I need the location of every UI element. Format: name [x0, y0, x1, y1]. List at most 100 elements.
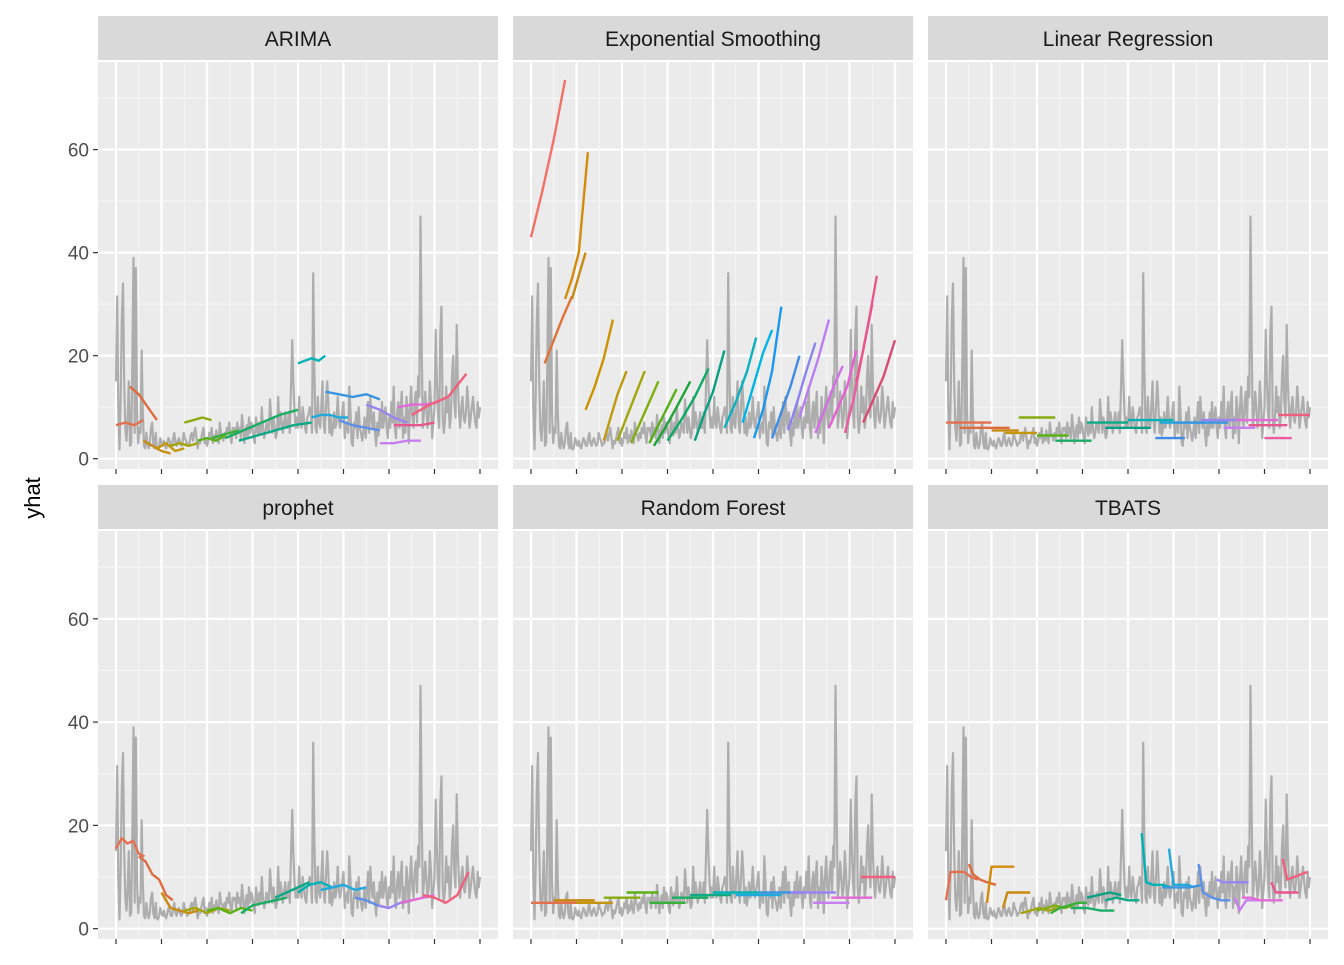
forecast-series-line	[393, 421, 435, 427]
series-group	[529, 684, 897, 921]
forecast-series-line	[320, 883, 367, 892]
forecast-series-line	[741, 329, 774, 423]
actual-series-line	[944, 684, 1312, 921]
forecast-series-line	[1001, 891, 1031, 909]
facet-strip	[98, 16, 498, 60]
facet-strip	[513, 485, 913, 529]
forecast-series-line	[693, 350, 726, 442]
forecast-series-line	[602, 370, 628, 442]
forecast-series-line	[224, 408, 299, 440]
actual-series-line	[529, 684, 897, 921]
actual-series-line	[114, 215, 482, 451]
series-group	[114, 684, 482, 921]
forecast-series-line	[138, 855, 174, 902]
forecast-series-line	[1281, 858, 1309, 881]
forecast-series-line	[297, 354, 327, 365]
forecast-series-line	[630, 380, 660, 444]
facet-panel-5: TBATS	[928, 485, 1328, 944]
forecast-series-line	[814, 365, 844, 434]
forecast-series-line	[183, 416, 212, 424]
forecast-series-line	[584, 319, 615, 411]
forecast-series-line	[985, 865, 1015, 903]
y-tick-label: 40	[68, 713, 89, 734]
facet-strip	[928, 485, 1328, 529]
facet-strip	[513, 16, 913, 60]
forecast-series-line	[1086, 891, 1122, 899]
forecast-series-line	[1241, 896, 1283, 902]
forecast-series-line	[752, 306, 783, 439]
forecast-series-line	[666, 367, 710, 442]
forecast-series-line	[115, 419, 144, 427]
forecast-series-line	[944, 870, 979, 901]
forecast-series-line	[529, 79, 567, 238]
y-tick-label: 0	[78, 450, 89, 471]
forecast-series-line	[170, 442, 199, 447]
y-axis-title: yhat	[20, 477, 45, 519]
forecast-series-line	[365, 403, 408, 424]
forecast-series-line	[160, 891, 199, 915]
forecast-series-line	[211, 429, 240, 440]
forecast-series-line	[570, 252, 587, 300]
forecast-series-line	[338, 418, 381, 432]
series-group	[944, 215, 1312, 451]
forecast-series-line	[786, 342, 817, 431]
forecast-series-line	[114, 837, 145, 858]
forecast-series-line	[1071, 906, 1115, 912]
forecast-series-line	[1105, 896, 1140, 902]
forecast-series-line	[1216, 878, 1249, 884]
actual-series-line	[529, 215, 897, 451]
forecast-series-line	[770, 355, 801, 439]
facet-strip-label: Exponential Smoothing	[605, 28, 821, 51]
forecast-series-line	[1167, 848, 1195, 889]
y-tick-label: 20	[68, 816, 89, 837]
forecast-series-line	[563, 152, 590, 300]
forecast-series-line	[238, 421, 312, 442]
facet-panel-4: Random Forest	[513, 485, 913, 944]
forecast-series-line	[274, 881, 310, 899]
forecast-series-line	[1050, 901, 1087, 915]
forecast-series-line	[1020, 906, 1058, 915]
forecast-series-line	[379, 439, 421, 445]
facet-strip-label: prophet	[262, 497, 333, 520]
facet-panel-2: Linear Regression	[928, 16, 1328, 474]
forecast-series-line	[311, 413, 348, 419]
forecast-series-line	[240, 896, 287, 915]
forecast-series-line	[197, 434, 226, 442]
forecast-series-line	[543, 295, 574, 364]
forecast-series-line	[1270, 881, 1299, 894]
forecast-series-line	[422, 871, 470, 904]
forecast-series-line	[156, 442, 185, 453]
series-group	[944, 684, 1312, 921]
forecast-series-line	[325, 390, 381, 401]
actual-series-line	[114, 684, 482, 921]
facet-panel-0: ARIMA 0 20 40 60	[68, 16, 498, 474]
facet-strip-label: TBATS	[1095, 497, 1161, 520]
forecast-series-line	[616, 370, 646, 442]
y-tick-label: 20	[68, 347, 89, 368]
y-tick-label: 60	[68, 610, 89, 631]
forecast-series-line	[1197, 863, 1231, 902]
forecast-series-line	[128, 385, 158, 421]
forecast-series-line	[855, 275, 878, 382]
forecast-series-line	[1036, 904, 1074, 912]
forecast-series-line	[723, 337, 758, 429]
y-tick-label: 40	[68, 244, 89, 265]
forecast-series-line	[1140, 832, 1172, 889]
forecast-series-line	[798, 319, 831, 418]
series-group	[529, 79, 897, 451]
forecast-series-line	[1162, 883, 1204, 889]
facet-strip-label: Linear Regression	[1043, 28, 1213, 51]
facet-strip	[928, 16, 1328, 60]
y-tick-label: 0	[78, 920, 89, 941]
facet-panel-1: Exponential Smoothing	[513, 16, 913, 474]
y-tick-label: 60	[68, 141, 89, 162]
forecast-series-line	[827, 350, 858, 429]
forecast-series-line	[206, 906, 253, 915]
forecast-series-line	[652, 380, 692, 447]
forecast-series-line	[648, 388, 678, 444]
forecast-series-line	[411, 372, 468, 416]
facet-strip-label: Random Forest	[641, 497, 786, 520]
facet-panel-3: prophet 0 20 40 60	[68, 485, 498, 944]
